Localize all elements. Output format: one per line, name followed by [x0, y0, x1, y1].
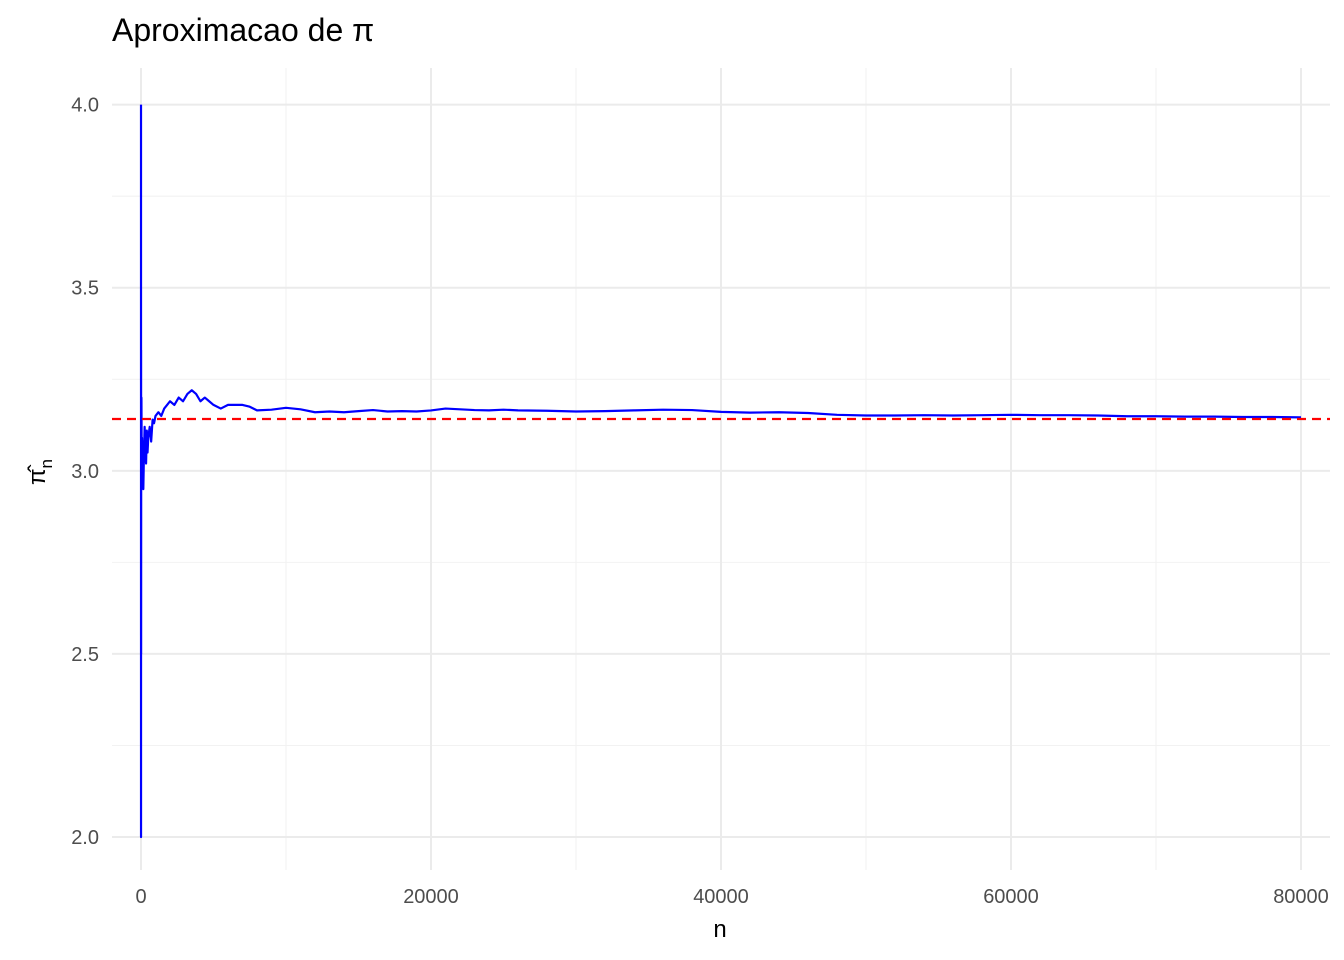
x-axis-label: n [713, 916, 726, 943]
x-tick-label: 20000 [403, 886, 459, 908]
x-tick-label: 80000 [1273, 886, 1329, 908]
y-tick-label: 4.0 [71, 95, 99, 117]
x-tick-label: 0 [135, 886, 146, 908]
svg-text:π̂n: π̂n [24, 459, 56, 485]
chart-title: Aproximacao de π [112, 12, 374, 48]
y-tick-label: 3.0 [71, 461, 99, 483]
series-layer [139, 104, 1302, 839]
x-tick-label: 40000 [693, 886, 749, 908]
x-tick-labels: 0 20000 40000 60000 80000 [135, 886, 1328, 908]
y-tick-label: 2.5 [71, 644, 99, 666]
y-axis-label: π̂n [24, 459, 56, 485]
pi-estimate-line [139, 104, 1302, 839]
y-tick-label: 3.5 [71, 278, 99, 300]
x-tick-label: 60000 [983, 886, 1039, 908]
major-gridlines [112, 68, 1330, 870]
y-tick-label: 2.0 [71, 827, 99, 849]
y-axis-label-main: π̂ [24, 464, 51, 485]
y-tick-labels: 2.0 2.5 3.0 3.5 4.0 [71, 95, 99, 849]
y-axis-label-subscript: n [37, 459, 56, 468]
